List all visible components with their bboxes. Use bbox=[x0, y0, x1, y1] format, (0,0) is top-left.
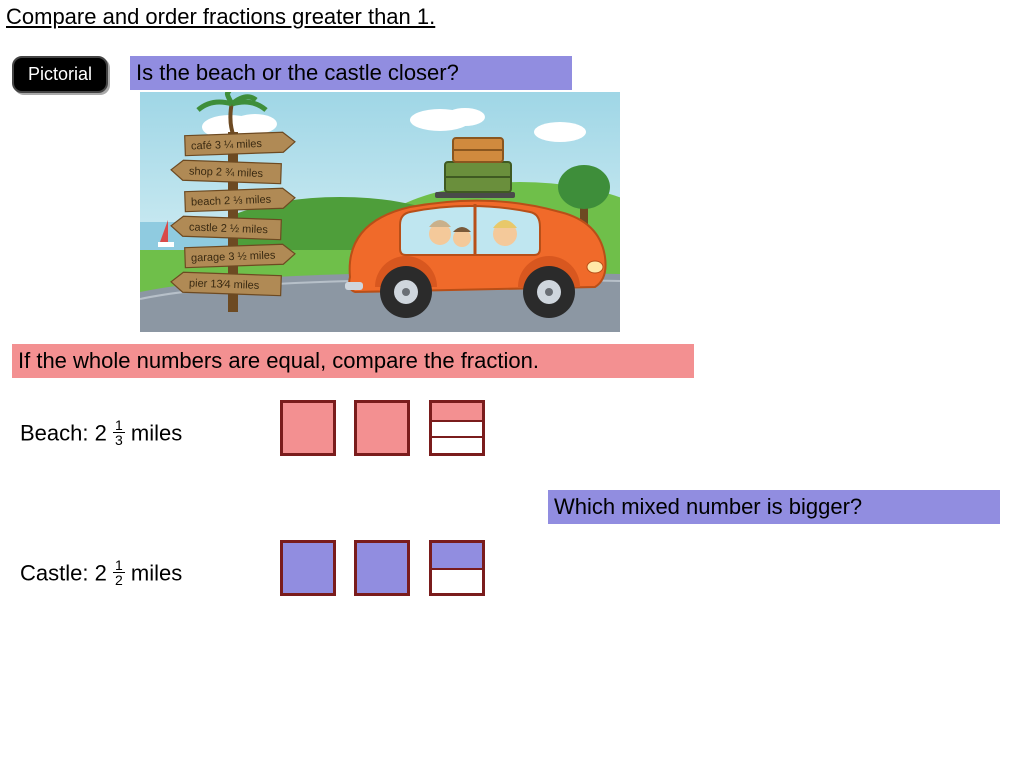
page-title: Compare and order fractions greater than… bbox=[0, 0, 1024, 32]
beach-fraction-square bbox=[429, 400, 485, 456]
beach-label: Beach: 2 13 miles bbox=[20, 420, 182, 449]
beach-whole-2 bbox=[354, 400, 410, 456]
instruction-text: If the whole numbers are equal, compare … bbox=[12, 344, 694, 378]
castle-label: Castle: 2 12 miles bbox=[20, 560, 182, 589]
svg-text:pier 13⁄4 miles: pier 13⁄4 miles bbox=[189, 277, 260, 291]
pictorial-badge: Pictorial bbox=[12, 56, 108, 93]
castle-whole-1 bbox=[280, 540, 336, 596]
question-closer: Is the beach or the castle closer? bbox=[130, 56, 572, 90]
castle-fraction-square bbox=[429, 540, 485, 596]
beach-squares bbox=[280, 400, 499, 456]
beach-whole-1 bbox=[280, 400, 336, 456]
castle-whole-2 bbox=[354, 540, 410, 596]
scene-illustration: café 3 ¼ milesshop 2 ¾ milesbeach 2 ⅓ mi… bbox=[140, 92, 620, 332]
svg-text:café 3 ¼ miles: café 3 ¼ miles bbox=[191, 138, 263, 152]
castle-squares bbox=[280, 540, 499, 596]
question-bigger: Which mixed number is bigger? bbox=[548, 490, 1000, 524]
